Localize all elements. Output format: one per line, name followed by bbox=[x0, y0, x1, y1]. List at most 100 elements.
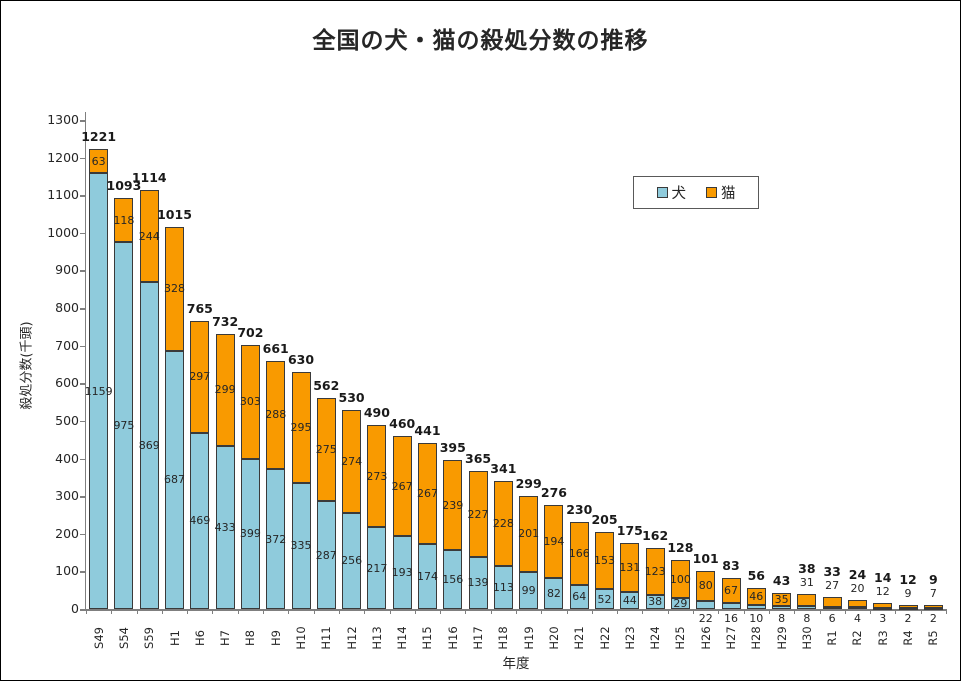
x-axis-line bbox=[84, 609, 946, 611]
x-category-label: H18 bbox=[496, 626, 511, 650]
cat-value-label: 67 bbox=[724, 583, 738, 597]
bar-dog-segment bbox=[417, 543, 437, 609]
cat-value-label: 288 bbox=[265, 408, 287, 422]
dog-value-label: 975 bbox=[113, 419, 135, 433]
x-tick bbox=[768, 609, 770, 614]
cat-value-label: 20 bbox=[850, 581, 865, 595]
total-value-label: 765 bbox=[186, 300, 213, 316]
cat-value-label: 9 bbox=[904, 586, 912, 600]
y-tick-label: 500 bbox=[55, 412, 79, 428]
bar-cat-segment bbox=[240, 344, 260, 459]
y-tick bbox=[80, 345, 85, 348]
bar-cat-segment bbox=[215, 333, 235, 447]
dog-value-label: 44 bbox=[622, 594, 637, 608]
dog-value-label: 22 bbox=[698, 612, 713, 625]
total-value-label: 630 bbox=[287, 352, 315, 368]
x-category-label: S54 bbox=[116, 627, 131, 649]
total-value-label: 43 bbox=[772, 572, 791, 588]
bar-cat-segment bbox=[417, 443, 437, 544]
bar-dog-segment bbox=[797, 605, 817, 609]
x-category-label: R3 bbox=[875, 630, 890, 646]
dog-value-label: 372 bbox=[265, 532, 287, 546]
x-tick bbox=[338, 609, 340, 614]
total-value-label: 562 bbox=[313, 377, 340, 393]
dog-value-label: 8 bbox=[803, 612, 811, 625]
dog-value-label: 2 bbox=[904, 612, 912, 625]
bar-dog-segment bbox=[240, 458, 260, 609]
chart-title: 全国の犬・猫の殺処分数の推移 bbox=[312, 28, 649, 54]
bar-dog-segment bbox=[595, 589, 615, 609]
bar-cat-segment bbox=[165, 227, 185, 351]
x-category-label: S49 bbox=[91, 627, 106, 649]
cat-value-label: 299 bbox=[214, 383, 236, 397]
total-value-label: 24 bbox=[848, 566, 867, 582]
cat-value-label: 239 bbox=[442, 498, 464, 512]
bar-dog-segment bbox=[190, 432, 210, 609]
cat-value-label: 63 bbox=[91, 154, 106, 168]
bar-cat-segment bbox=[670, 560, 690, 599]
dog-value-label: 687 bbox=[164, 473, 186, 487]
x-category-label: H26 bbox=[698, 626, 713, 650]
dog-value-label: 10 bbox=[749, 612, 764, 625]
total-value-label: 230 bbox=[566, 502, 593, 518]
dog-value-label: 3 bbox=[879, 612, 887, 625]
x-tick bbox=[743, 609, 745, 614]
total-value-label: 276 bbox=[540, 485, 567, 501]
total-value-label: 162 bbox=[642, 528, 669, 544]
y-tick bbox=[80, 458, 85, 461]
bar-dog-segment bbox=[746, 605, 766, 609]
total-value-label: 1093 bbox=[106, 177, 142, 193]
cat-value-label: 100 bbox=[669, 572, 691, 586]
x-tick bbox=[794, 609, 796, 614]
x-tick bbox=[465, 609, 467, 614]
x-category-label: H25 bbox=[673, 626, 688, 650]
cat-value-label: 303 bbox=[239, 395, 261, 409]
dog-value-label: 335 bbox=[290, 539, 312, 553]
bar-cat-segment bbox=[873, 603, 893, 608]
bar-cat-segment bbox=[645, 548, 665, 595]
total-value-label: 490 bbox=[363, 404, 390, 420]
x-tick bbox=[86, 609, 87, 614]
y-tick bbox=[80, 270, 85, 272]
cat-value-label: 118 bbox=[113, 213, 135, 227]
total-value-label: 395 bbox=[439, 440, 466, 456]
bar-cat-segment bbox=[139, 190, 159, 283]
bar-dog-segment bbox=[316, 501, 336, 609]
bar-cat-segment bbox=[519, 496, 539, 572]
bar-cat-segment bbox=[721, 577, 741, 603]
bar-dog-segment bbox=[468, 556, 488, 609]
x-category-label: S59 bbox=[142, 627, 157, 649]
dog-value-label: 287 bbox=[315, 548, 337, 562]
bar-cat-segment bbox=[392, 435, 412, 537]
x-tick bbox=[288, 609, 290, 614]
total-value-label: 441 bbox=[414, 423, 441, 439]
x-category-label: H23 bbox=[622, 626, 637, 650]
bar-dog-segment bbox=[670, 598, 690, 609]
cat-value-label: 295 bbox=[290, 421, 312, 434]
bar-dog-segment bbox=[139, 282, 159, 609]
dog-value-label: 433 bbox=[214, 521, 236, 535]
x-tick bbox=[490, 609, 492, 614]
total-value-label: 1114 bbox=[131, 170, 167, 186]
total-value-label: 702 bbox=[237, 324, 264, 340]
legend-label-cat: 猫 bbox=[721, 186, 736, 202]
x-category-label: R1 bbox=[825, 630, 840, 646]
cat-value-label: 297 bbox=[189, 370, 211, 384]
x-tick bbox=[693, 609, 695, 614]
total-value-label: 12 bbox=[899, 571, 917, 587]
y-tick bbox=[80, 232, 85, 235]
x-tick bbox=[440, 609, 442, 614]
bar-dog-segment bbox=[620, 592, 640, 609]
total-value-label: 101 bbox=[692, 550, 719, 566]
dog-value-label: 113 bbox=[492, 581, 514, 595]
y-tick-label: 1100 bbox=[47, 187, 79, 203]
bar-cat-segment bbox=[266, 360, 286, 470]
x-category-label: H12 bbox=[344, 626, 359, 650]
y-tick-label: 900 bbox=[55, 262, 79, 278]
x-tick bbox=[870, 609, 872, 614]
dog-value-label: 193 bbox=[391, 566, 413, 580]
bar-dog-segment bbox=[898, 608, 918, 610]
cat-value-label: 12 bbox=[875, 585, 890, 599]
